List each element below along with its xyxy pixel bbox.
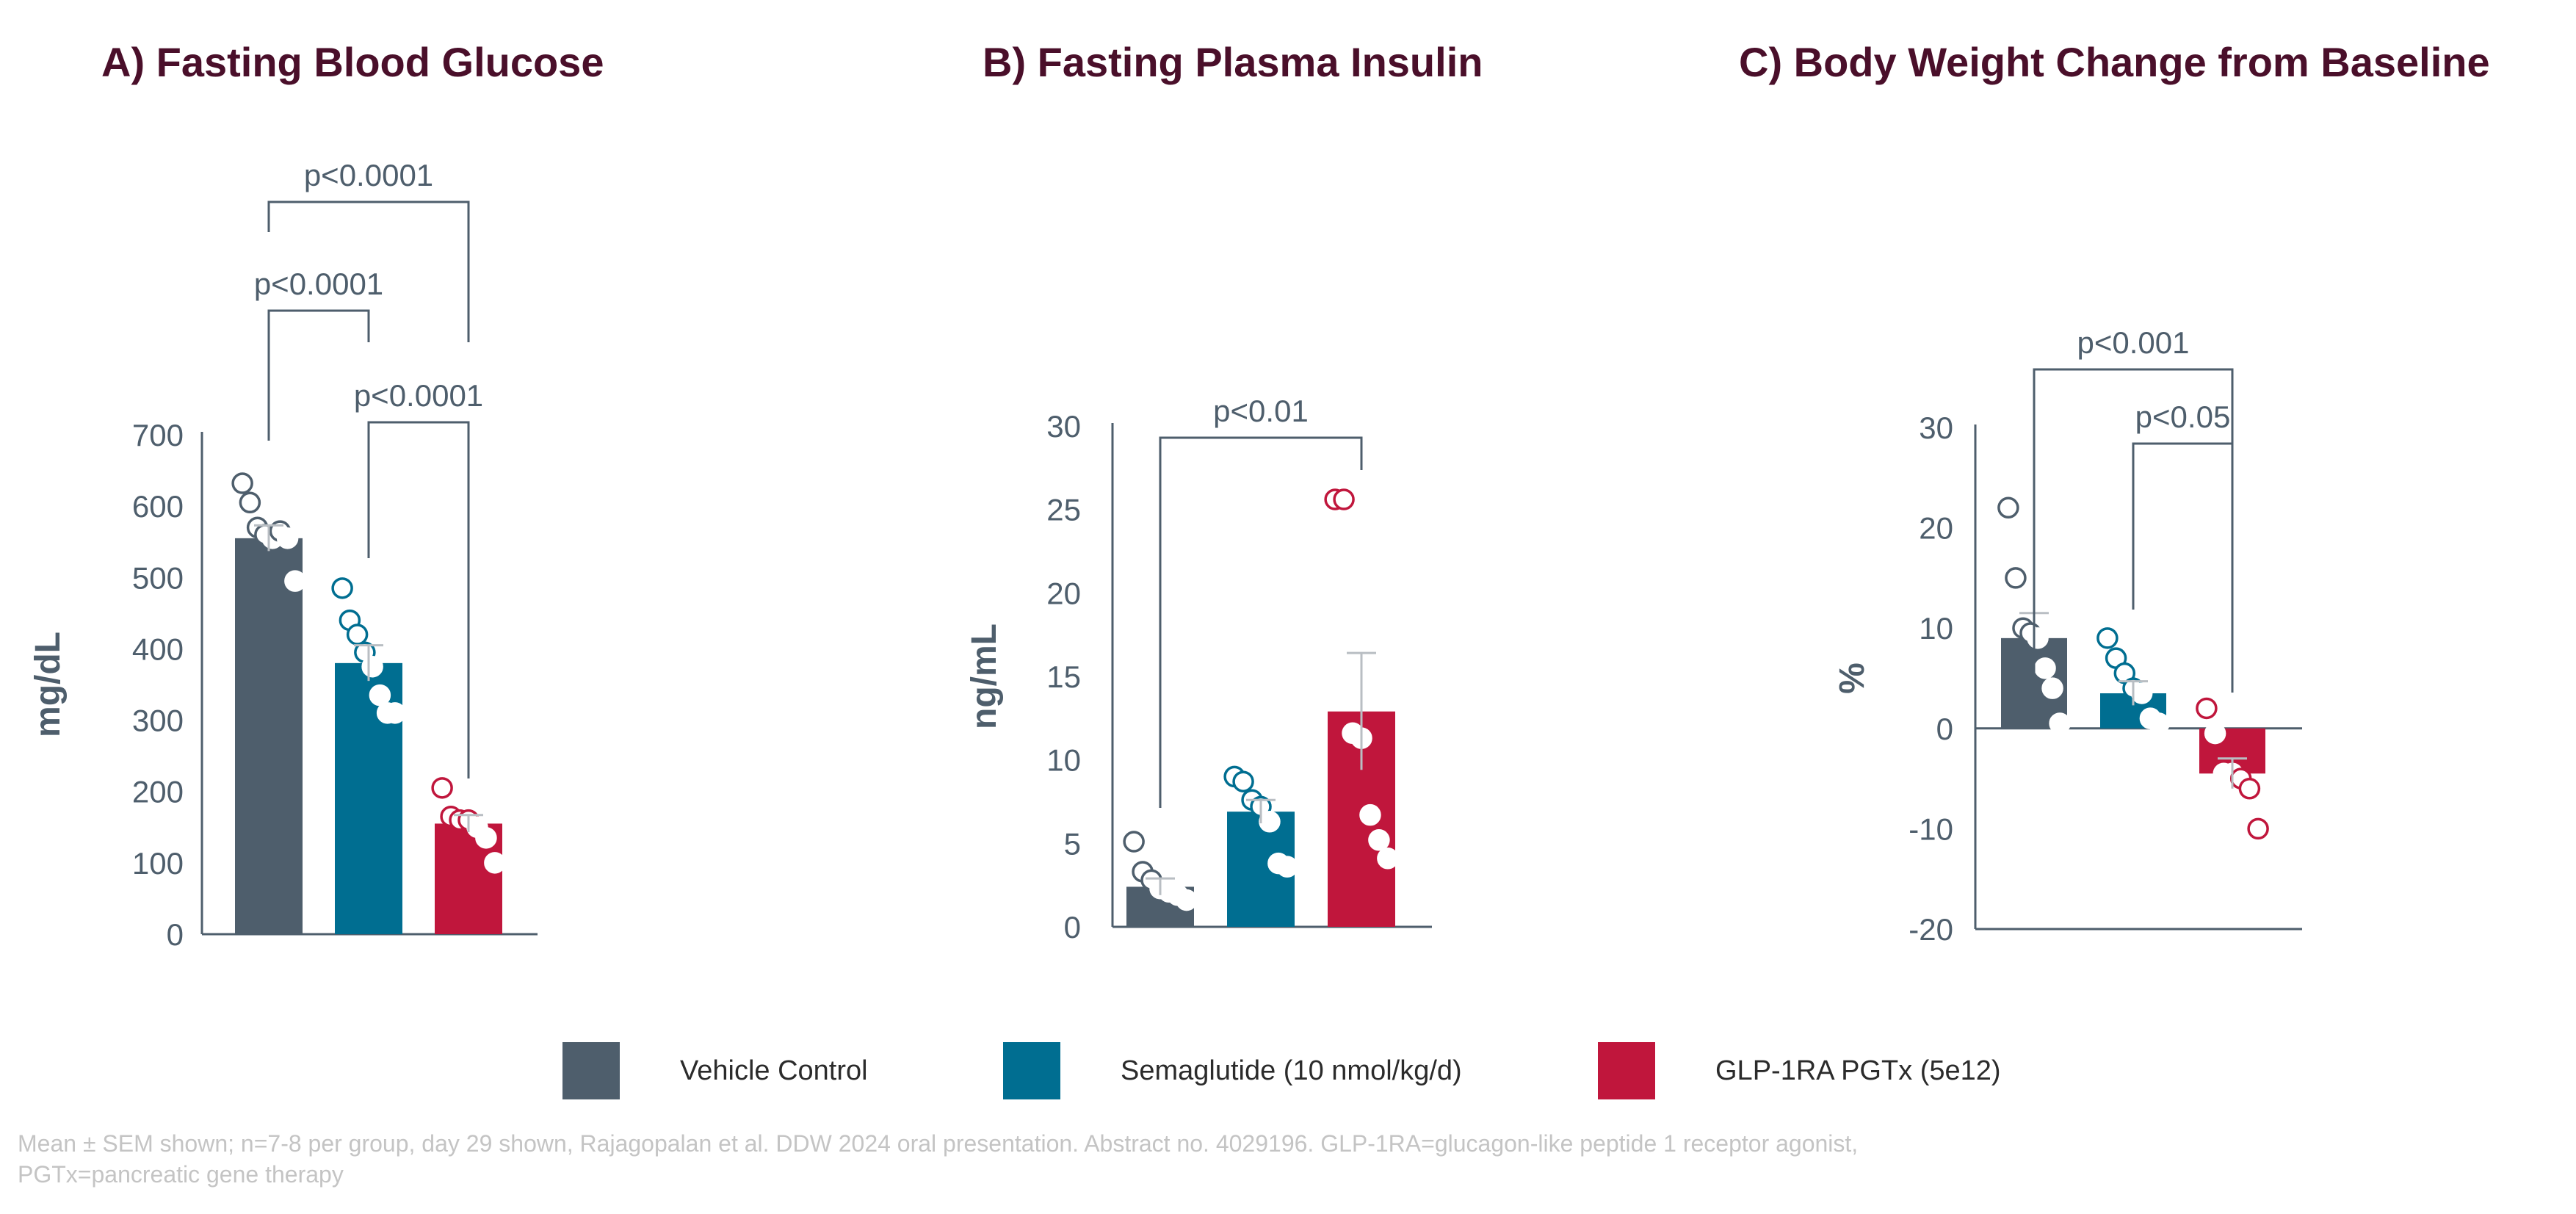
chart-1-sig-label-1: p<0.0001 (254, 267, 383, 301)
chart-2-tick-label: 25 (1046, 493, 1081, 527)
chart-1-tick-label: 700 (132, 418, 184, 452)
chart-1-sig-label-3: p<0.0001 (354, 378, 483, 413)
chart-3-point-3 (2247, 817, 2269, 840)
legend-label-vehicle: Vehicle Control (680, 1055, 868, 1086)
chart-1-point-2 (384, 702, 406, 724)
legend-swatch-vehicle (562, 1042, 620, 1099)
chart-2-tick-label: 30 (1046, 409, 1081, 444)
chart-1-point-3 (484, 852, 506, 874)
chart-3-y-label: % (1833, 662, 1872, 694)
chart-1-point-2 (331, 577, 353, 599)
legend-swatch-semaglutide (1003, 1042, 1060, 1099)
chart-3-point-3 (2196, 697, 2218, 720)
footnote: Mean ± SEM shown; n=7-8 per group, day 2… (18, 1128, 2221, 1190)
chart-3-point-3 (2238, 778, 2261, 800)
chart-2-point-2 (1259, 811, 1281, 833)
chart-2-tick-label: 10 (1046, 743, 1081, 778)
chart-1-point-1 (276, 527, 299, 549)
chart-3-point-2 (2148, 712, 2170, 734)
legend-item-semaglutide: Semaglutide (10 nmol/kg/d) (1003, 1041, 1462, 1100)
chart-2-point-3 (1377, 848, 1399, 870)
panel-c-title: C) Body Weight Change from Baseline (1739, 39, 2490, 85)
chart-1-tick-label: 600 (132, 489, 184, 524)
chart-1-tick-label: 500 (132, 560, 184, 595)
chart-3-point-2 (2096, 627, 2119, 649)
footnote-line-1: Mean ± SEM shown; n=7-8 per group, day 2… (18, 1130, 1859, 1157)
panel-a-title: A) Fasting Blood Glucose (101, 39, 604, 85)
chart-3-sig-bracket-2 (2132, 442, 2234, 687)
chart-2-sig-bracket-1 (1159, 436, 1363, 808)
chart-2-point-1 (1176, 889, 1198, 911)
chart-3-point-1 (2005, 567, 2027, 589)
chart-1-point-3 (475, 827, 497, 849)
chart-3-point-1 (2041, 677, 2063, 699)
chart-3-tick-label: 0 (1936, 712, 1953, 746)
legend-label-semaglutide: Semaglutide (10 nmol/kg/d) (1121, 1055, 1462, 1086)
legend-item-vehicle: Vehicle Control (562, 1041, 868, 1100)
chart-1-tick-label: 200 (132, 775, 184, 809)
chart-3-point-1 (2034, 657, 2056, 679)
panel-b-title: B) Fasting Plasma Insulin (983, 39, 1483, 85)
chart-2-sig-label-1: p<0.01 (1213, 394, 1309, 428)
chart-1-tick-label: 400 (132, 632, 184, 666)
chart-2-point-2 (1276, 856, 1298, 878)
chart-1-point-1 (239, 491, 261, 514)
chart-2-point-3 (1368, 829, 1390, 851)
legend-item-glp1: GLP-1RA PGTx (5e12) (1598, 1041, 2001, 1100)
chart-1-bar-1 (235, 538, 303, 934)
chart-3-sig-label-2: p<0.05 (2135, 400, 2231, 434)
chart-2-point-1 (1123, 831, 1145, 853)
chart-1-point-1 (284, 570, 306, 592)
chart-2-tick-label: 5 (1064, 826, 1081, 861)
legend-swatch-glp1 (1598, 1042, 1655, 1099)
chart-1-point-3 (431, 777, 453, 799)
chart-2-tick-label: 20 (1046, 576, 1081, 610)
chart-1-y-label: mg/dL (29, 632, 68, 737)
chart-2-point-3 (1359, 803, 1381, 826)
chart-2-point-3 (1333, 488, 1355, 510)
chart-1-point-1 (231, 472, 253, 494)
chart-1-tick-label: 300 (132, 704, 184, 738)
chart-2-tick-label: 15 (1046, 660, 1081, 694)
chart-1-point-2 (369, 684, 391, 707)
chart-1-tick-label: 100 (132, 846, 184, 881)
chart-1-sig-bracket-2 (267, 200, 470, 342)
chart-1-sig-bracket-1 (267, 309, 370, 441)
chart-1-point-2 (361, 655, 383, 678)
chart-2-tick-label: 0 (1064, 910, 1081, 944)
chart-1-point-2 (346, 624, 369, 646)
chart-3-tick-label: -10 (1909, 812, 1953, 846)
chart-3-point-2 (2130, 682, 2153, 704)
chart-2-y-label: ng/mL (965, 624, 1004, 729)
chart-3-point-3 (2204, 722, 2226, 745)
chart-3-tick-label: -20 (1909, 912, 1953, 947)
footnote-line-2: PGTx=pancreatic gene therapy (18, 1161, 344, 1188)
chart-1-sig-label-2: p<0.0001 (304, 158, 433, 192)
chart-3-tick-label: 20 (1919, 511, 1953, 546)
legend: Vehicle Control Semaglutide (10 nmol/kg/… (0, 1041, 2576, 1108)
chart-1-sig-bracket-3 (367, 421, 470, 778)
chart-3-tick-label: 30 (1919, 411, 1953, 445)
chart-3-point-1 (2049, 712, 2071, 734)
chart-3-tick-label: 10 (1919, 611, 1953, 646)
chart-3-sig-label-1: p<0.001 (2077, 325, 2190, 360)
chart-1-tick-label: 0 (167, 917, 184, 952)
chart-2-point-2 (1232, 770, 1254, 792)
chart-3-point-1 (2027, 627, 2049, 649)
legend-label-glp1: GLP-1RA PGTx (5e12) (1715, 1055, 2001, 1086)
chart-3-point-1 (1997, 496, 2019, 519)
charts-canvas: 0100200300400500600700mg/dLp<0.0001p<0.0… (29, 158, 2302, 952)
